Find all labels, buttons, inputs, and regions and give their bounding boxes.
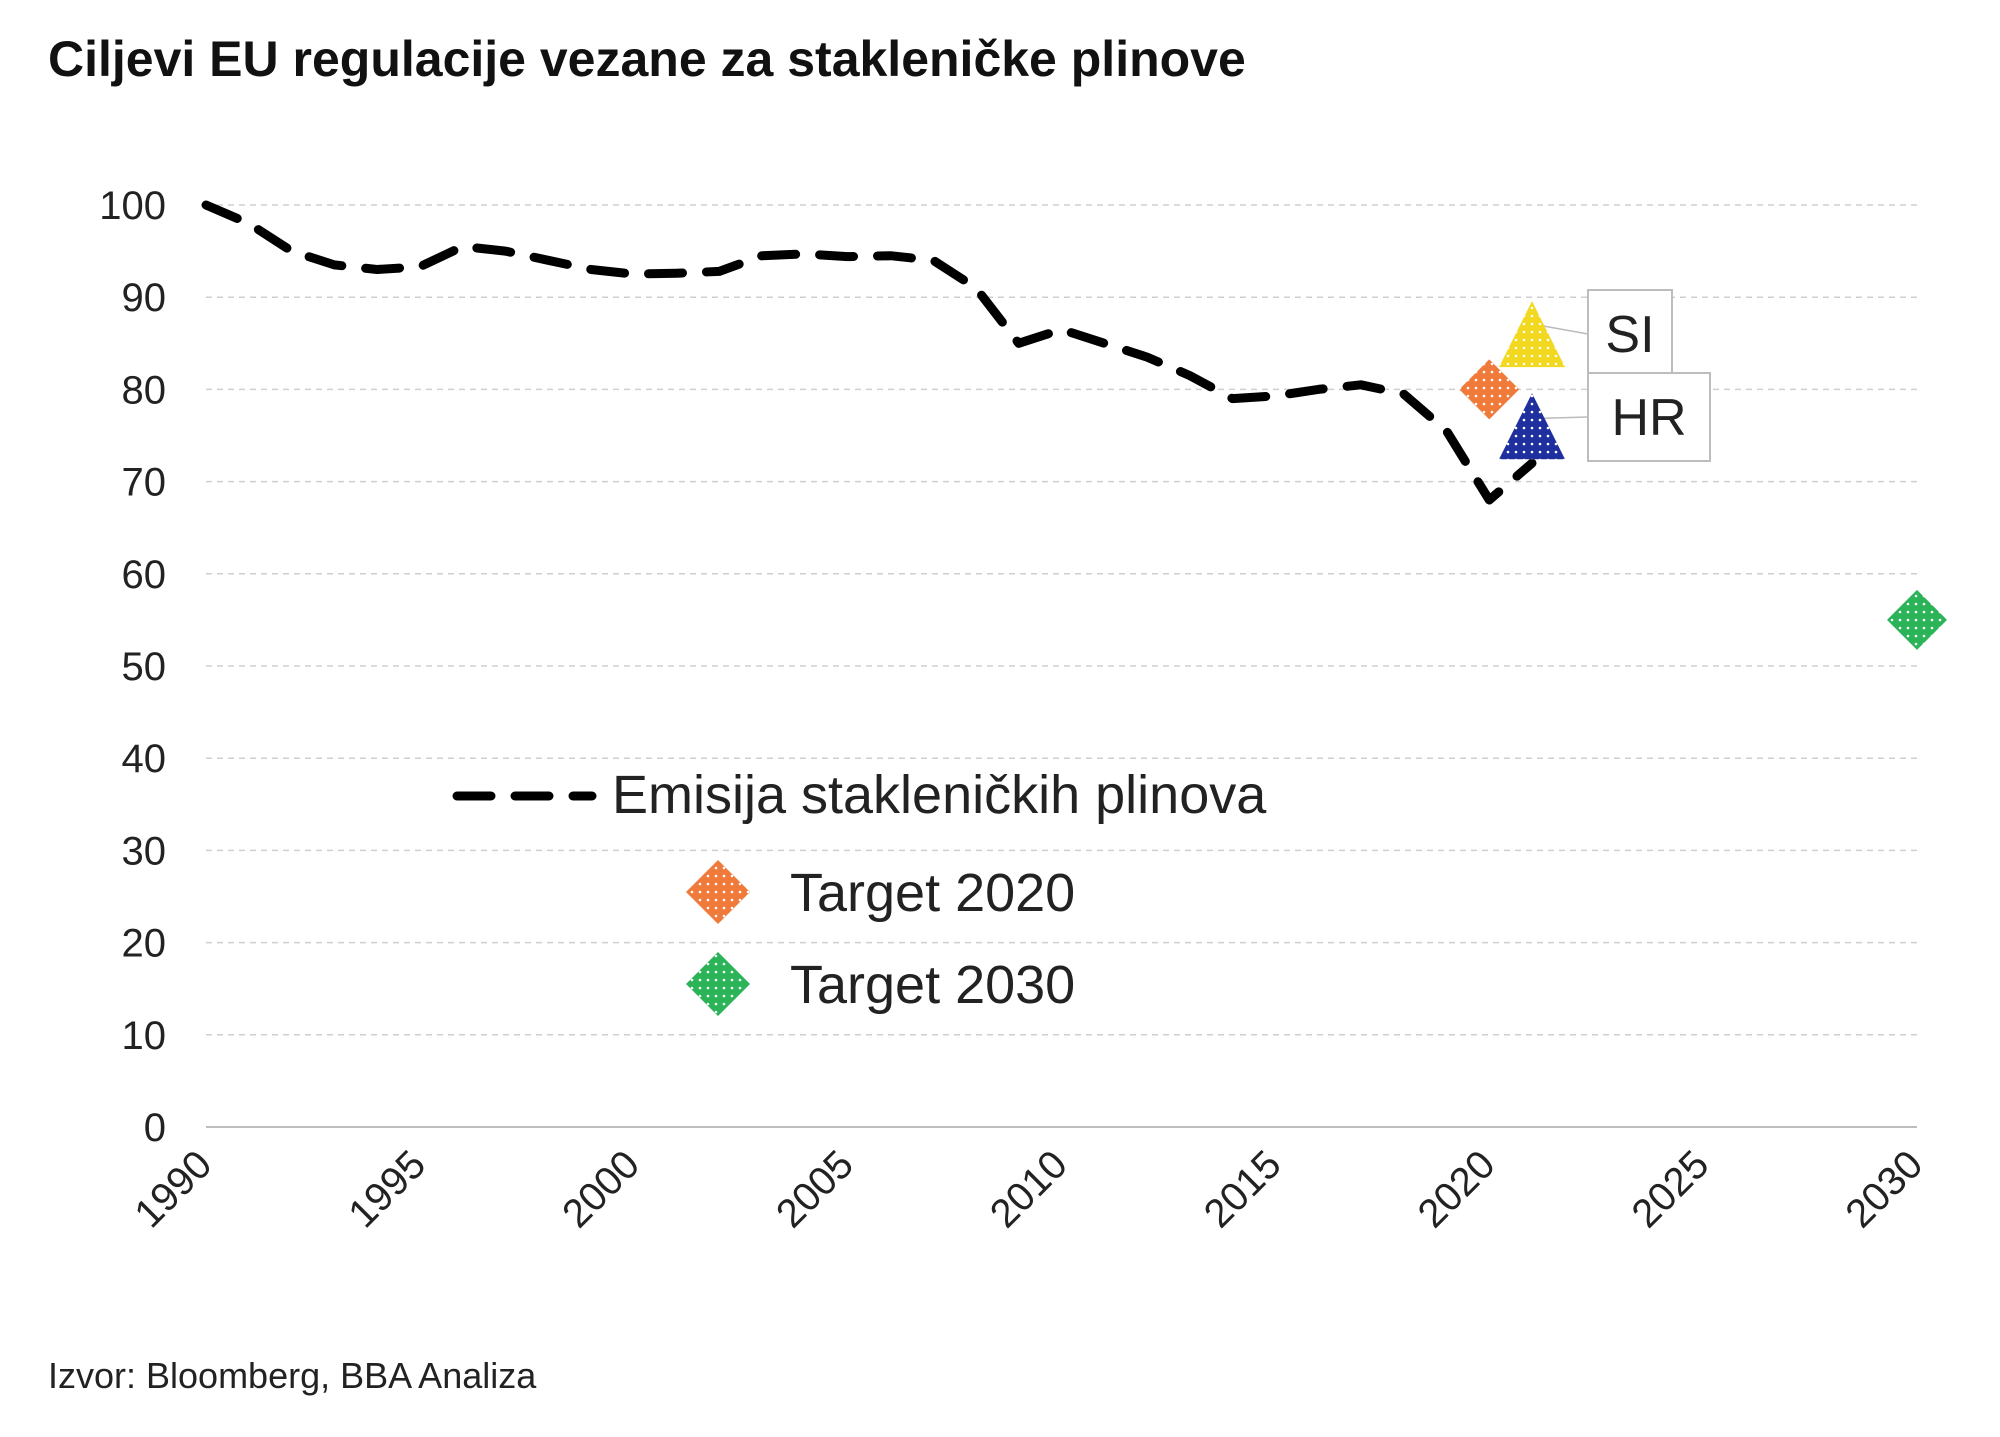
y-tick-label: 40 [122, 737, 167, 781]
x-tick-label: 2025 [1623, 1142, 1717, 1236]
x-tick-label: 2020 [1410, 1142, 1504, 1236]
annotation-marker-hr [1499, 393, 1566, 460]
callout-box [1587, 289, 1673, 379]
x-tick-label: 2030 [1837, 1142, 1931, 1236]
source-note: Izvor: Bloomberg, BBA Analiza [48, 1355, 537, 1396]
target-marker-1 [1459, 359, 1520, 420]
annotations: SI HR [1499, 289, 1711, 462]
callout-box [1587, 372, 1711, 462]
y-tick-label: 30 [122, 829, 167, 873]
callout-label: SI [1605, 306, 1654, 364]
y-tick-label: 50 [122, 645, 167, 689]
x-tick-label: 2005 [768, 1142, 862, 1236]
x-tick-label: 2000 [554, 1142, 648, 1236]
callout-leader [1544, 416, 1589, 420]
legend-marker-swatch [686, 952, 750, 1016]
legend-marker-swatch [686, 860, 750, 924]
legend-label: Target 2030 [790, 955, 1075, 1015]
y-tick-label: 70 [122, 461, 167, 505]
y-tick-label: 100 [99, 184, 166, 228]
y-tick-label: 80 [122, 368, 167, 412]
legend-label: Target 2020 [790, 863, 1075, 923]
y-tick-label: 20 [122, 922, 167, 966]
x-tick-label: 1995 [340, 1142, 434, 1236]
annotation-marker-si [1499, 301, 1566, 368]
callout-leader [1543, 325, 1589, 335]
callout-label: HR [1611, 389, 1686, 447]
y-tick-label: 90 [122, 276, 167, 320]
y-tick-label: 0 [144, 1106, 166, 1150]
y-tick-label: 10 [122, 1014, 167, 1058]
chart-title: Ciljevi EU regulacije vezane za stakleni… [48, 31, 1246, 87]
x-tick-label: 1990 [126, 1142, 220, 1236]
x-tick-label: 2015 [1196, 1142, 1290, 1236]
target-marker-2 [1887, 589, 1947, 650]
emission-line [201, 200, 1537, 505]
legend-label: Emisija stakleničkih plinova [612, 765, 1267, 825]
x-tick-label: 2010 [982, 1142, 1076, 1236]
series [201, 200, 1947, 650]
y-tick-label: 60 [122, 553, 167, 597]
legend: Emisija stakleničkih plinova Target 2020 T… [452, 765, 1267, 1016]
